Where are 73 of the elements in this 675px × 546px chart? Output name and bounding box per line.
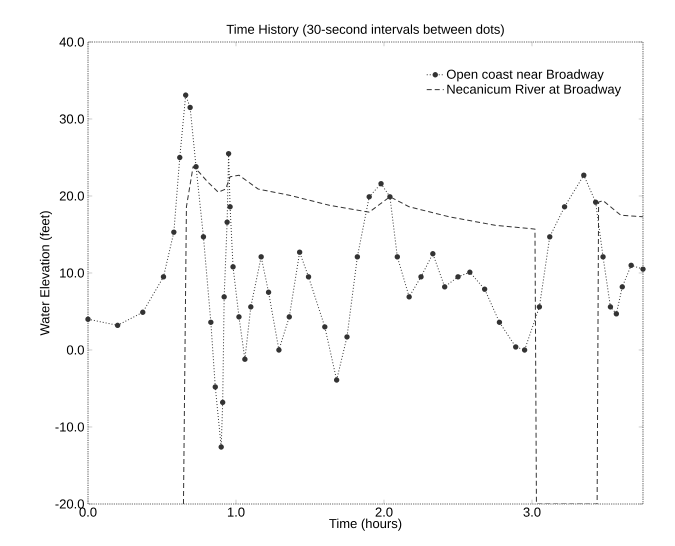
- y-tick-label: -20.0: [55, 499, 84, 509]
- point: [581, 172, 586, 178]
- point: [276, 347, 282, 353]
- point: [482, 286, 488, 292]
- point: [177, 154, 182, 160]
- point: [218, 444, 224, 450]
- point: [394, 254, 400, 260]
- point: [366, 194, 372, 200]
- point: [614, 311, 620, 316]
- y-tick-label: 0.0: [66, 345, 84, 355]
- x-tick-label: 3.0: [523, 508, 541, 517]
- point: [200, 234, 206, 240]
- point: [600, 254, 606, 260]
- point: [85, 316, 91, 322]
- y-tick-label: -10.0: [55, 422, 84, 432]
- y-axis-title: Water Elevation (feet): [40, 211, 52, 336]
- point: [286, 314, 292, 320]
- point: [522, 347, 528, 353]
- legend-label: Open coast near Broadway: [446, 69, 604, 82]
- point: [620, 284, 625, 290]
- chart-title: Time History (30-second intervals between dots): [226, 24, 504, 36]
- point: [378, 180, 384, 186]
- point: [296, 250, 302, 255]
- x-tick-label: 2.0: [376, 508, 393, 517]
- point: [306, 274, 312, 280]
- point: [227, 204, 233, 210]
- point: [387, 194, 393, 200]
- point: [442, 284, 448, 290]
- point: [187, 104, 193, 110]
- point: [562, 204, 568, 210]
- y-tick-label: 10.0: [60, 268, 84, 278]
- y-tick-label: 30.0: [60, 114, 84, 124]
- x-tick-label: 0.0: [79, 508, 97, 517]
- point: [221, 294, 227, 300]
- point: [114, 322, 120, 328]
- point: [242, 356, 248, 362]
- point: [248, 304, 254, 310]
- point: [418, 274, 424, 280]
- point: [334, 377, 340, 383]
- point: [266, 290, 272, 295]
- point: [513, 344, 518, 350]
- point: [236, 314, 242, 320]
- point: [547, 234, 552, 240]
- point: [455, 274, 461, 280]
- legend-label: Necanicum River at Broadway: [447, 84, 622, 96]
- point: [467, 270, 473, 275]
- y-tick-label: 40.0: [59, 37, 84, 47]
- x-axis-title: Time (hours): [329, 518, 402, 531]
- point: [220, 400, 226, 406]
- point: [354, 254, 360, 260]
- point: [171, 229, 177, 235]
- point: [344, 334, 350, 340]
- point: [640, 266, 646, 272]
- point: [496, 320, 502, 325]
- point: [224, 219, 230, 225]
- point: [322, 324, 328, 330]
- point: [406, 294, 412, 300]
- y-tick-label: 20.0: [60, 191, 84, 201]
- x-tick-label: 1.0: [228, 508, 245, 517]
- point: [230, 264, 236, 270]
- point: [212, 384, 218, 390]
- point: [160, 274, 166, 280]
- point: [193, 164, 199, 170]
- point: [592, 199, 598, 205]
- point: [258, 254, 264, 260]
- point: [430, 251, 436, 256]
- point: [182, 92, 188, 98]
- point: [208, 320, 214, 325]
- point: [226, 150, 232, 156]
- point: [140, 310, 146, 315]
- point: [608, 304, 614, 310]
- point: [536, 304, 542, 310]
- point: [628, 262, 634, 268]
